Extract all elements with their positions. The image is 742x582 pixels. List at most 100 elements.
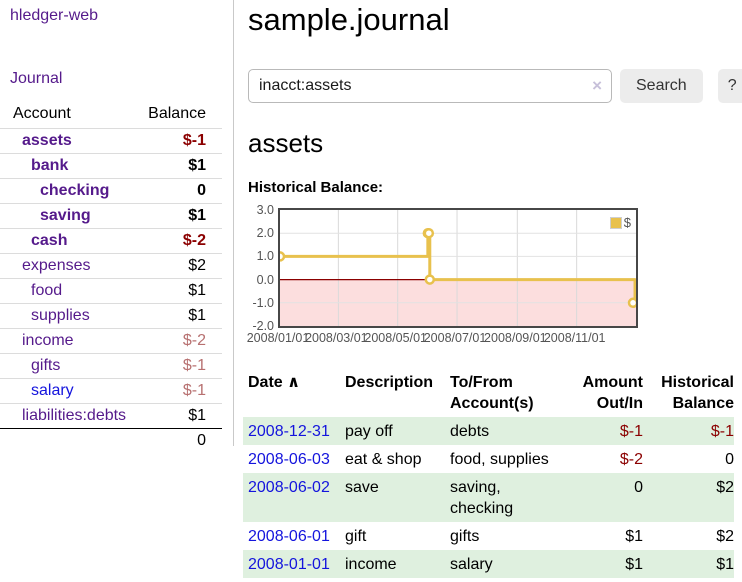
account-name-cell: bank: [0, 153, 140, 179]
account-link[interactable]: saving: [40, 207, 91, 224]
accounts-total-balance: 0: [140, 428, 222, 453]
account-link[interactable]: cash: [31, 232, 68, 249]
transaction-balance: 0: [725, 451, 734, 468]
total-spacer: [0, 428, 140, 453]
account-balance: $1: [140, 278, 222, 304]
account-link[interactable]: supplies: [31, 307, 90, 324]
column-header-description: Description: [345, 374, 434, 391]
chart-title: Historical Balance:: [248, 179, 384, 196]
search-form: × Search ?: [248, 69, 742, 103]
transaction-accounts: food, supplies: [450, 451, 549, 468]
account-row: gifts $-1: [0, 353, 222, 379]
search-button[interactable]: Search: [620, 69, 703, 103]
transaction-description: gift: [345, 528, 367, 545]
chart-plot-area[interactable]: $: [278, 208, 638, 328]
app-title-link[interactable]: hledger-web: [10, 7, 99, 24]
account-balance: $-2: [140, 228, 222, 254]
transaction-date-link[interactable]: 2008-06-02: [248, 479, 330, 496]
transaction-description: pay off: [345, 423, 393, 440]
register-row: 2008-06-03 eat & shop food, supplies $-2 0: [243, 445, 734, 473]
transaction-date-link[interactable]: 2008-01-01: [248, 556, 330, 573]
account-link[interactable]: gifts: [31, 357, 61, 374]
legend-label: $: [623, 215, 631, 230]
y-tick-label: -2.0: [252, 319, 274, 333]
account-link[interactable]: liabilities:debts: [22, 407, 127, 424]
account-row: saving $1: [0, 203, 222, 229]
main-content: sample.journal × Search ? assets Histori…: [243, 0, 742, 578]
transaction-accounts: gifts: [450, 528, 480, 545]
x-tick-label: 2008/01/01: [246, 331, 310, 345]
account-balance: $1: [140, 303, 222, 329]
x-tick-label: 2008/11/01: [543, 331, 606, 345]
y-tick-label: 1.0: [256, 249, 274, 264]
account-link[interactable]: expenses: [22, 257, 91, 274]
register-header-row: Date ∧ Description To/From Account(s) Am…: [243, 369, 734, 417]
column-header-date[interactable]: Date ∧: [248, 374, 301, 391]
x-tick-label: 2008/03/01: [305, 331, 368, 345]
y-tick-label: 3.0: [256, 203, 274, 217]
account-link[interactable]: bank: [31, 157, 69, 174]
account-name-cell: saving: [0, 203, 140, 229]
balance-chart-svg: [280, 210, 636, 326]
account-balance: $-1: [140, 128, 222, 154]
sort-ascending-icon: ∧: [287, 374, 301, 391]
sidebar-item-journal[interactable]: Journal: [10, 70, 63, 87]
transaction-description: eat & shop: [345, 451, 422, 468]
account-link[interactable]: food: [31, 282, 63, 299]
account-balance: $1: [140, 403, 222, 429]
transaction-date-cell: 2008-06-01: [243, 522, 345, 550]
sidebar: hledger-web Journal Account Balance asse…: [0, 0, 234, 453]
help-button[interactable]: ?: [717, 69, 742, 103]
clear-search-icon[interactable]: ×: [592, 76, 602, 95]
transaction-amount: $-2: [619, 451, 643, 468]
search-input[interactable]: [248, 69, 612, 103]
account-balance: 0: [140, 178, 222, 204]
transaction-description: income: [345, 556, 397, 573]
transaction-date-link[interactable]: 2008-06-03: [248, 451, 330, 468]
account-name-cell: assets: [0, 128, 140, 154]
account-balance: $-1: [140, 353, 222, 379]
account-link[interactable]: salary: [31, 382, 74, 399]
register-row: 2008-01-01 income salary $1 $1: [243, 550, 734, 578]
transaction-balance: $2: [716, 528, 734, 545]
account-link[interactable]: assets: [22, 132, 72, 149]
account-row: checking 0: [0, 178, 222, 204]
x-tick-label: 2008/07/01: [423, 331, 487, 345]
transaction-amount: $1: [625, 528, 643, 545]
transaction-accounts: saving, checking: [450, 479, 514, 517]
account-name-cell: cash: [0, 228, 140, 254]
account-column-header: Account: [13, 105, 71, 122]
transaction-accounts: salary: [450, 556, 493, 573]
transaction-amount: $1: [625, 556, 643, 573]
legend-swatch-icon: [609, 216, 622, 229]
search-box: ×: [248, 69, 612, 103]
account-row: assets $-1: [0, 128, 222, 154]
account-name-cell: income: [0, 328, 140, 354]
account-link[interactable]: checking: [40, 182, 110, 199]
register-row: 2008-12-31 pay off debts $-1 $-1: [243, 417, 734, 445]
transaction-date-link[interactable]: 2008-12-31: [248, 423, 330, 440]
accounts-total-row: 0: [0, 428, 222, 453]
register-row: 2008-06-02 save saving, checking 0 $2: [243, 473, 734, 522]
account-row: bank $1: [0, 153, 222, 179]
chart-y-axis: 3.0 2.0 1.0 0.0 -1.0 -2.0: [248, 203, 274, 333]
column-header-accounts: To/From Account(s): [450, 374, 534, 412]
register-table: Date ∧ Description To/From Account(s) Am…: [243, 369, 734, 578]
account-name-cell: food: [0, 278, 140, 304]
register-table-body: 2008-12-31 pay off debts $-1 $-1 2008-06-03 ea…: [243, 417, 734, 578]
account-link[interactable]: income: [22, 332, 74, 349]
historical-balance-chart: 3.0 2.0 1.0 0.0 -1.0 -2.0 $ 2008/01/01 2008/03…: [246, 203, 638, 347]
account-balance: $2: [140, 253, 222, 279]
accounts-table-body: assets $-1 bank $1 checking 0 saving $1 cash $-2 e…: [0, 128, 222, 429]
y-tick-label: 0.0: [256, 272, 274, 287]
transaction-balance: $2: [716, 479, 734, 496]
account-row: salary $-1: [0, 378, 222, 404]
y-tick-label: 2.0: [256, 226, 274, 241]
account-balance: $-2: [140, 328, 222, 354]
transaction-date-cell: 2008-01-01: [243, 550, 345, 578]
column-header-amount: Amount Out/In: [582, 374, 643, 412]
accounts-table: Account Balance assets $-1 bank $1 checking 0…: [0, 101, 222, 453]
transaction-amount: 0: [634, 479, 643, 496]
transaction-date-link[interactable]: 2008-06-01: [248, 528, 330, 545]
transaction-description: save: [345, 479, 379, 496]
